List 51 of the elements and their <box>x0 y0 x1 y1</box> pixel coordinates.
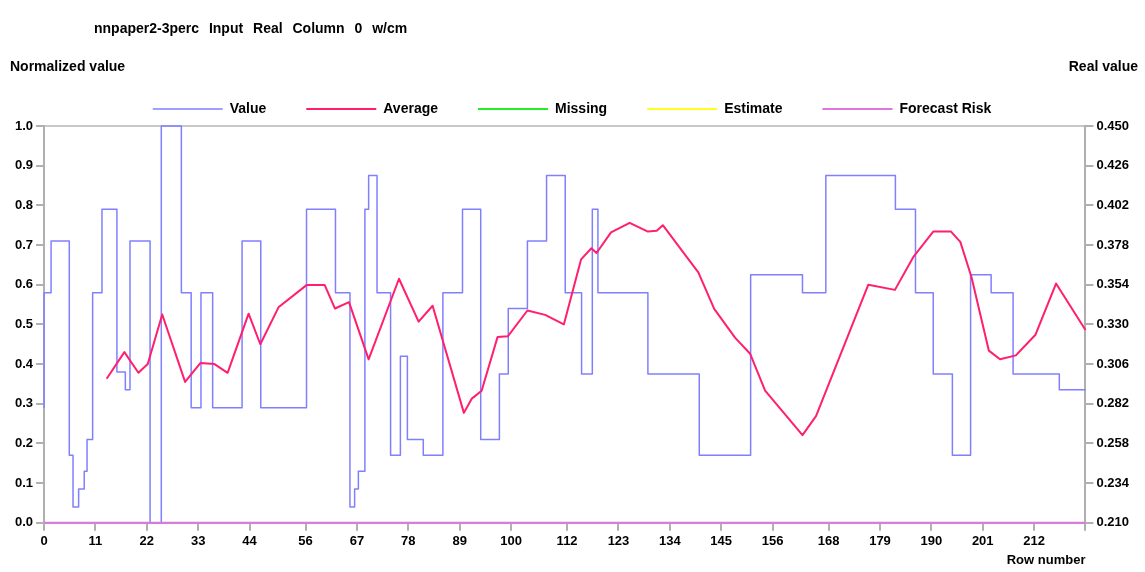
y-tick-label: 0.0 <box>14 514 34 530</box>
chart-title: nnpaper2-3perc Input Real Column 0 w/cm <box>94 20 408 36</box>
y2-axis-title: Real value <box>1068 58 1138 74</box>
x-tick-label: 156 <box>761 533 784 549</box>
legend-label: Missing <box>555 99 608 116</box>
x-tick-label: 56 <box>298 533 313 549</box>
x-tick-label: 67 <box>349 533 365 549</box>
legend-label: Forecast Risk <box>899 99 992 116</box>
y-tick-label: 0.3 <box>14 395 34 411</box>
y-tick-label: 0.8 <box>14 196 34 212</box>
y-tick-label: 1.0 <box>14 117 34 133</box>
y-tick-label: 0.9 <box>14 157 34 173</box>
y-axis-title: Normalized value <box>10 58 126 74</box>
y-tick-label: 0.6 <box>14 276 34 292</box>
x-axis-title: Row number <box>1006 551 1086 567</box>
x-tick-label: 11 <box>88 533 103 549</box>
x-tick-label: 112 <box>556 533 578 549</box>
x-tick-label: 22 <box>139 533 155 549</box>
x-tick-label: 89 <box>452 533 467 549</box>
x-tick-label: 179 <box>869 533 891 549</box>
legend-label: Average <box>383 99 439 116</box>
x-tick-label: 212 <box>1023 533 1045 549</box>
y2-tick-label: 0.330 <box>1096 315 1130 331</box>
y-tick-label: 0.7 <box>14 236 34 252</box>
y2-tick-label: 0.258 <box>1096 435 1130 451</box>
legend-label: Estimate <box>724 99 783 116</box>
y2-tick-label: 0.210 <box>1096 514 1130 530</box>
y2-tick-label: 0.234 <box>1096 474 1130 490</box>
x-tick-label: 44 <box>242 533 258 549</box>
x-tick-label: 168 <box>817 533 840 549</box>
y2-tick-label: 0.450 <box>1096 117 1130 133</box>
y2-tick-label: 0.378 <box>1096 236 1130 252</box>
x-tick-label: 123 <box>607 533 630 549</box>
x-tick-label: 145 <box>710 533 733 549</box>
y-tick-label: 0.2 <box>14 435 34 451</box>
legend-label: Value <box>229 99 267 116</box>
x-tick-label: 0 <box>40 533 48 549</box>
y-tick-label: 0.4 <box>14 355 34 371</box>
y2-tick-label: 0.306 <box>1096 355 1130 371</box>
x-tick-label: 190 <box>920 533 943 549</box>
y2-tick-label: 0.426 <box>1096 157 1130 173</box>
y-tick-label: 0.1 <box>14 474 34 490</box>
y2-tick-label: 0.402 <box>1096 196 1130 212</box>
x-tick-label: 134 <box>658 533 682 549</box>
y2-tick-label: 0.282 <box>1096 395 1130 411</box>
y-tick-label: 0.5 <box>14 315 34 331</box>
x-tick-label: 33 <box>190 533 206 549</box>
x-tick-label: 100 <box>500 533 522 549</box>
x-tick-label: 201 <box>971 533 994 549</box>
x-tick-label: 78 <box>401 533 416 549</box>
y2-tick-label: 0.354 <box>1096 276 1130 292</box>
